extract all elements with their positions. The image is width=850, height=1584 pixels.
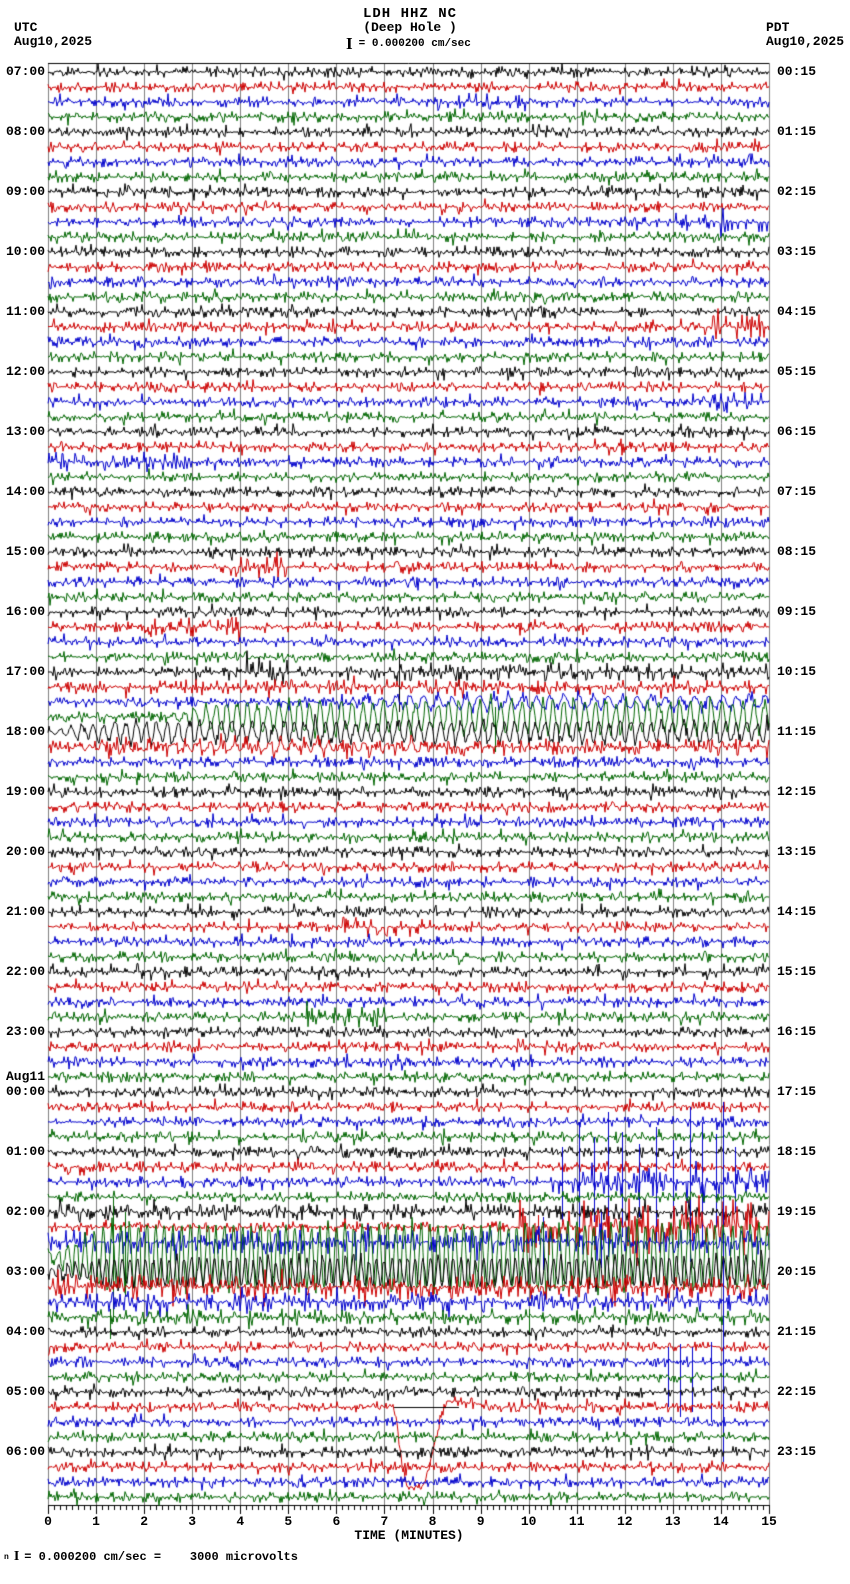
axis-tick-label: 0	[44, 1514, 52, 1529]
utc-hour-label: 18:00	[5, 724, 45, 739]
pdt-hour-label: 10:15	[777, 664, 817, 679]
axis-tick-label: 11	[568, 1514, 585, 1529]
axis-tick-label: 4	[236, 1514, 245, 1529]
utc-hour-label: 22:00	[5, 964, 45, 979]
utc-hour-label: 12:00	[5, 364, 45, 379]
utc-timezone-label: UTC	[14, 20, 38, 35]
pdt-hour-label: 22:15	[777, 1384, 817, 1399]
pdt-hour-label: 18:15	[777, 1144, 817, 1159]
pdt-hour-label: 07:15	[777, 484, 817, 499]
utc-hour-label: 14:00	[5, 484, 45, 499]
date-change-label: Aug11	[5, 1069, 45, 1084]
pdt-hour-label: 17:15	[777, 1084, 817, 1099]
utc-hour-label: 20:00	[5, 844, 45, 859]
footer-scale-bar-icon: I	[13, 1549, 20, 1564]
axis-tick-label: 15	[761, 1514, 777, 1529]
pdt-hour-label: 12:15	[777, 784, 817, 799]
pdt-hour-label: 01:15	[777, 124, 817, 139]
utc-hour-label: 10:00	[5, 244, 45, 259]
utc-hour-label: 02:00	[5, 1204, 45, 1219]
pdt-hour-label: 15:15	[777, 964, 817, 979]
utc-hour-label: 01:00	[5, 1144, 45, 1159]
station-title: LDH HHZ NC	[362, 6, 457, 22]
pdt-timezone-label: PDT	[766, 20, 790, 35]
pdt-hour-label: 02:15	[777, 184, 817, 199]
axis-tick-label: 2	[140, 1514, 149, 1529]
pdt-hour-label: 13:15	[777, 844, 817, 859]
axis-tick-label: 8	[428, 1514, 437, 1529]
axis-tick-label: 13	[665, 1514, 681, 1529]
utc-hour-label: 11:00	[5, 304, 45, 319]
utc-hour-label: 06:00	[5, 1444, 45, 1459]
utc-hour-label: 21:00	[5, 904, 45, 919]
amplitude-scale: I = 0.000200 cm/sec	[346, 34, 471, 53]
pdt-hour-label: 00:15	[777, 64, 817, 79]
axis-tick-label: 1	[92, 1514, 100, 1529]
pdt-hour-label: 03:15	[777, 244, 817, 259]
utc-hour-label: 08:00	[5, 124, 45, 139]
footer-scale-text: = 0.000200 cm/sec = 3000 microvolts	[24, 1550, 298, 1564]
pdt-hour-label: 09:15	[777, 604, 817, 619]
axis-tick-label: 3	[188, 1514, 197, 1529]
pdt-hour-label: 06:15	[777, 424, 817, 439]
axis-tick-label: 7	[380, 1514, 389, 1529]
footer-prefix-glyph: n	[4, 1552, 9, 1562]
utc-hour-label: 05:00	[5, 1384, 45, 1399]
pdt-hour-label: 11:15	[777, 724, 817, 739]
utc-hour-label: 03:00	[5, 1264, 45, 1279]
pdt-hour-label: 16:15	[777, 1024, 817, 1039]
footer-scale-note: n I = 0.000200 cm/sec = 3000 microvolts	[4, 1549, 298, 1565]
axis-tick-label: 5	[284, 1514, 293, 1529]
axis-tick-label: 9	[476, 1514, 485, 1529]
utc-hour-label: 04:00	[5, 1324, 45, 1339]
scale-label: = 0.000200 cm/sec	[358, 38, 471, 50]
utc-hour-label: 19:00	[5, 784, 45, 799]
axis-tick-label: 14	[713, 1514, 729, 1529]
pdt-hour-label: 20:15	[777, 1264, 817, 1279]
pdt-hour-label: 14:15	[777, 904, 817, 919]
pdt-hour-label: 21:15	[777, 1324, 817, 1339]
utc-hour-label: 15:00	[5, 544, 45, 559]
utc-hour-label: 07:00	[5, 64, 45, 79]
pdt-date-label: Aug10,2025	[766, 34, 845, 49]
pdt-hour-label: 08:15	[777, 544, 817, 559]
utc-date-label: Aug10,2025	[14, 34, 93, 49]
pdt-hour-label: 19:15	[777, 1204, 817, 1219]
utc-hour-label: 23:00	[5, 1024, 45, 1039]
axis-tick-label: 6	[332, 1514, 341, 1529]
pdt-hour-label: 05:15	[777, 364, 817, 379]
scale-bar-icon: I	[346, 34, 353, 53]
station-subtitle: (Deep Hole )	[363, 20, 457, 35]
axis-tick-label: 10	[520, 1514, 537, 1529]
pdt-hour-label: 23:15	[777, 1444, 817, 1459]
utc-hour-label: 09:00	[5, 184, 45, 199]
x-axis-title: TIME (MINUTES)	[354, 1528, 464, 1543]
utc-hour-label: 13:00	[5, 424, 45, 439]
axis-tick-label: 12	[616, 1514, 633, 1529]
utc-hour-label: 00:00	[5, 1084, 45, 1099]
utc-hour-label: 17:00	[5, 664, 45, 679]
pdt-hour-label: 04:15	[777, 304, 817, 319]
utc-hour-label: 16:00	[5, 604, 45, 619]
